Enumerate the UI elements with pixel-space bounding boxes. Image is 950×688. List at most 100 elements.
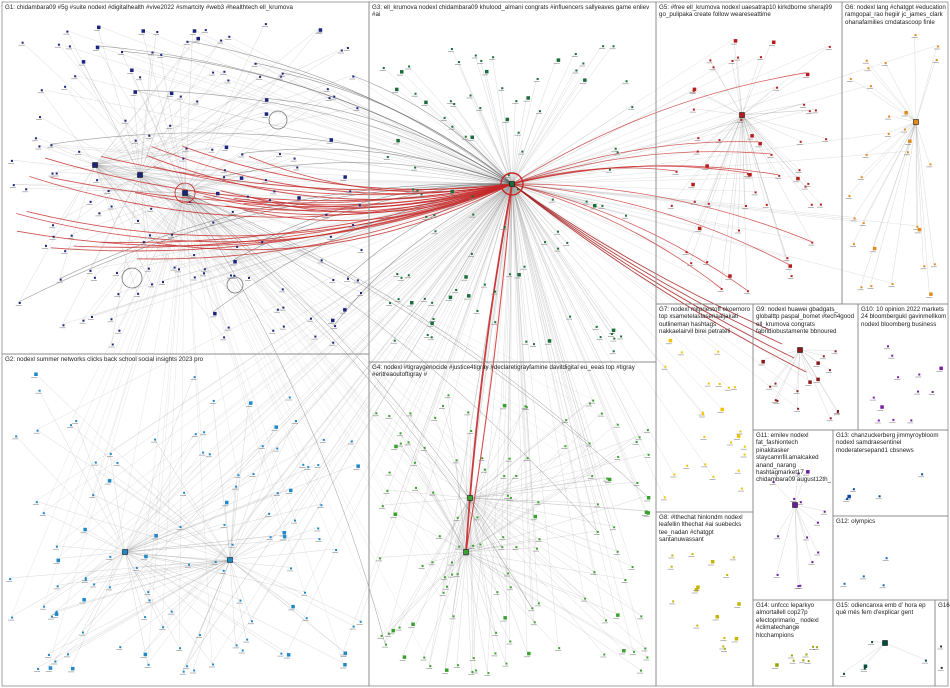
node-g4-59 <box>381 505 384 508</box>
edge-g3-g1-18 <box>342 183 513 309</box>
edge-g5-50 <box>692 108 743 116</box>
node-g1-57 <box>93 276 96 279</box>
edge-g1-g2-19 <box>161 192 186 627</box>
node-g5-31 <box>814 109 817 112</box>
edge-g2-16 <box>182 491 231 561</box>
node-g3-24 <box>464 135 467 138</box>
edge-g4-13 <box>384 497 471 644</box>
node-g9-15 <box>797 407 800 410</box>
node-g8-6 <box>715 615 719 619</box>
node-g4-111 <box>622 649 626 653</box>
node-g2-101 <box>289 488 293 493</box>
node-g8-1 <box>672 600 675 603</box>
node-g2-87 <box>84 577 87 580</box>
edge-g1-g4-64 <box>184 192 400 443</box>
edge-g4-88 <box>450 551 467 574</box>
edge-g6-18 <box>915 121 918 228</box>
node-g9-5 <box>796 390 799 393</box>
node-g4-102 <box>633 650 636 653</box>
node-g2-97 <box>147 663 150 666</box>
node-g4-29 <box>644 510 649 514</box>
edge-g3-g2-83 <box>303 183 513 592</box>
hub-loop-circle-3 <box>268 110 288 130</box>
node-g3-71 <box>544 241 546 244</box>
edge-g5-33 <box>709 59 743 116</box>
edge-g2-73 <box>42 512 126 553</box>
edge-g3-g1-9 <box>90 183 513 317</box>
node-g1-10 <box>227 79 230 82</box>
node-g1-13 <box>320 259 323 262</box>
edge-red-g3-g9-0 <box>511 183 771 331</box>
node-g2-81 <box>261 445 264 448</box>
edge-g2-93 <box>83 527 126 553</box>
node-g7-16 <box>664 365 667 368</box>
node-g1-143 <box>149 234 151 237</box>
edge-g3-19 <box>457 60 513 185</box>
edge-g11-8 <box>794 504 798 586</box>
node-g3-1 <box>407 274 410 277</box>
edge-g1-51 <box>184 138 330 194</box>
edge-g4-52 <box>465 495 647 553</box>
edge-g2-10 <box>182 559 231 671</box>
node-g3-98 <box>479 107 482 110</box>
node-g10-0 <box>897 376 900 379</box>
edge-g6-4 <box>862 121 917 223</box>
node-g4-89 <box>607 477 612 482</box>
node-g5-54 <box>754 191 757 194</box>
edge-g3-58 <box>511 77 537 185</box>
node-g11-1 <box>772 481 775 484</box>
node-g4-86 <box>467 411 470 414</box>
node-g3-61 <box>470 252 473 255</box>
node-g2-79 <box>194 433 197 436</box>
edge-g1-g2-82 <box>69 192 186 425</box>
edge-g1-g2-73 <box>42 192 186 513</box>
node-g2-55 <box>231 543 234 546</box>
node-g4-92 <box>503 475 506 478</box>
edge-g1-g2-49 <box>184 192 323 439</box>
node-g5-15 <box>770 153 773 156</box>
edge-g3-99 <box>511 183 570 316</box>
node-g8-14 <box>734 637 739 641</box>
node-g1-97 <box>40 89 43 92</box>
edge-g2-1 <box>81 551 126 632</box>
edge-g3-g4-8 <box>511 183 617 614</box>
edge-g3-g2-80 <box>235 183 513 645</box>
node-g2-105 <box>109 452 112 455</box>
node-g4-119 <box>472 657 475 660</box>
node-g1-115 <box>224 145 229 150</box>
node-g3-66 <box>431 301 434 304</box>
edge-g3-4 <box>511 183 612 329</box>
edge-g3-g1-83 <box>96 25 513 185</box>
edge-g1-g2-65 <box>42 192 186 606</box>
edge-g3-g4-18 <box>409 183 513 413</box>
node-g1-37 <box>137 292 140 295</box>
edge-g4-4 <box>465 551 510 641</box>
node-g4-52 <box>646 496 651 500</box>
edge-g3-g2-60 <box>293 183 513 520</box>
node-g6-4 <box>862 222 865 225</box>
node-g6-19 <box>888 115 891 118</box>
edge-g3-g2-108 <box>237 183 513 475</box>
node-g3-39 <box>613 337 616 340</box>
node-g2-45 <box>56 558 60 563</box>
edge-g2-54 <box>135 559 231 568</box>
node-g4-7 <box>442 591 445 594</box>
node-g5-34 <box>798 169 801 172</box>
node-g4-94 <box>447 394 450 397</box>
node-g10-9 <box>918 373 921 376</box>
edge-g4-16 <box>388 471 467 553</box>
edge-g3-g5-54 <box>511 183 755 192</box>
edge-g5-45 <box>720 114 743 289</box>
node-g1-27 <box>116 272 118 275</box>
node-g1-4 <box>196 36 200 41</box>
edge-g4-70 <box>465 551 539 603</box>
edge-g2-65 <box>43 551 126 606</box>
node-g13-3 <box>852 488 855 491</box>
node-g1-136 <box>173 266 176 269</box>
node-g1-41 <box>10 159 13 162</box>
node-g5-26 <box>737 56 740 59</box>
node-g10-1 <box>892 418 895 421</box>
node-g4-18 <box>409 412 412 415</box>
node-g3-56 <box>492 56 495 59</box>
edge-g1-124 <box>94 164 273 330</box>
